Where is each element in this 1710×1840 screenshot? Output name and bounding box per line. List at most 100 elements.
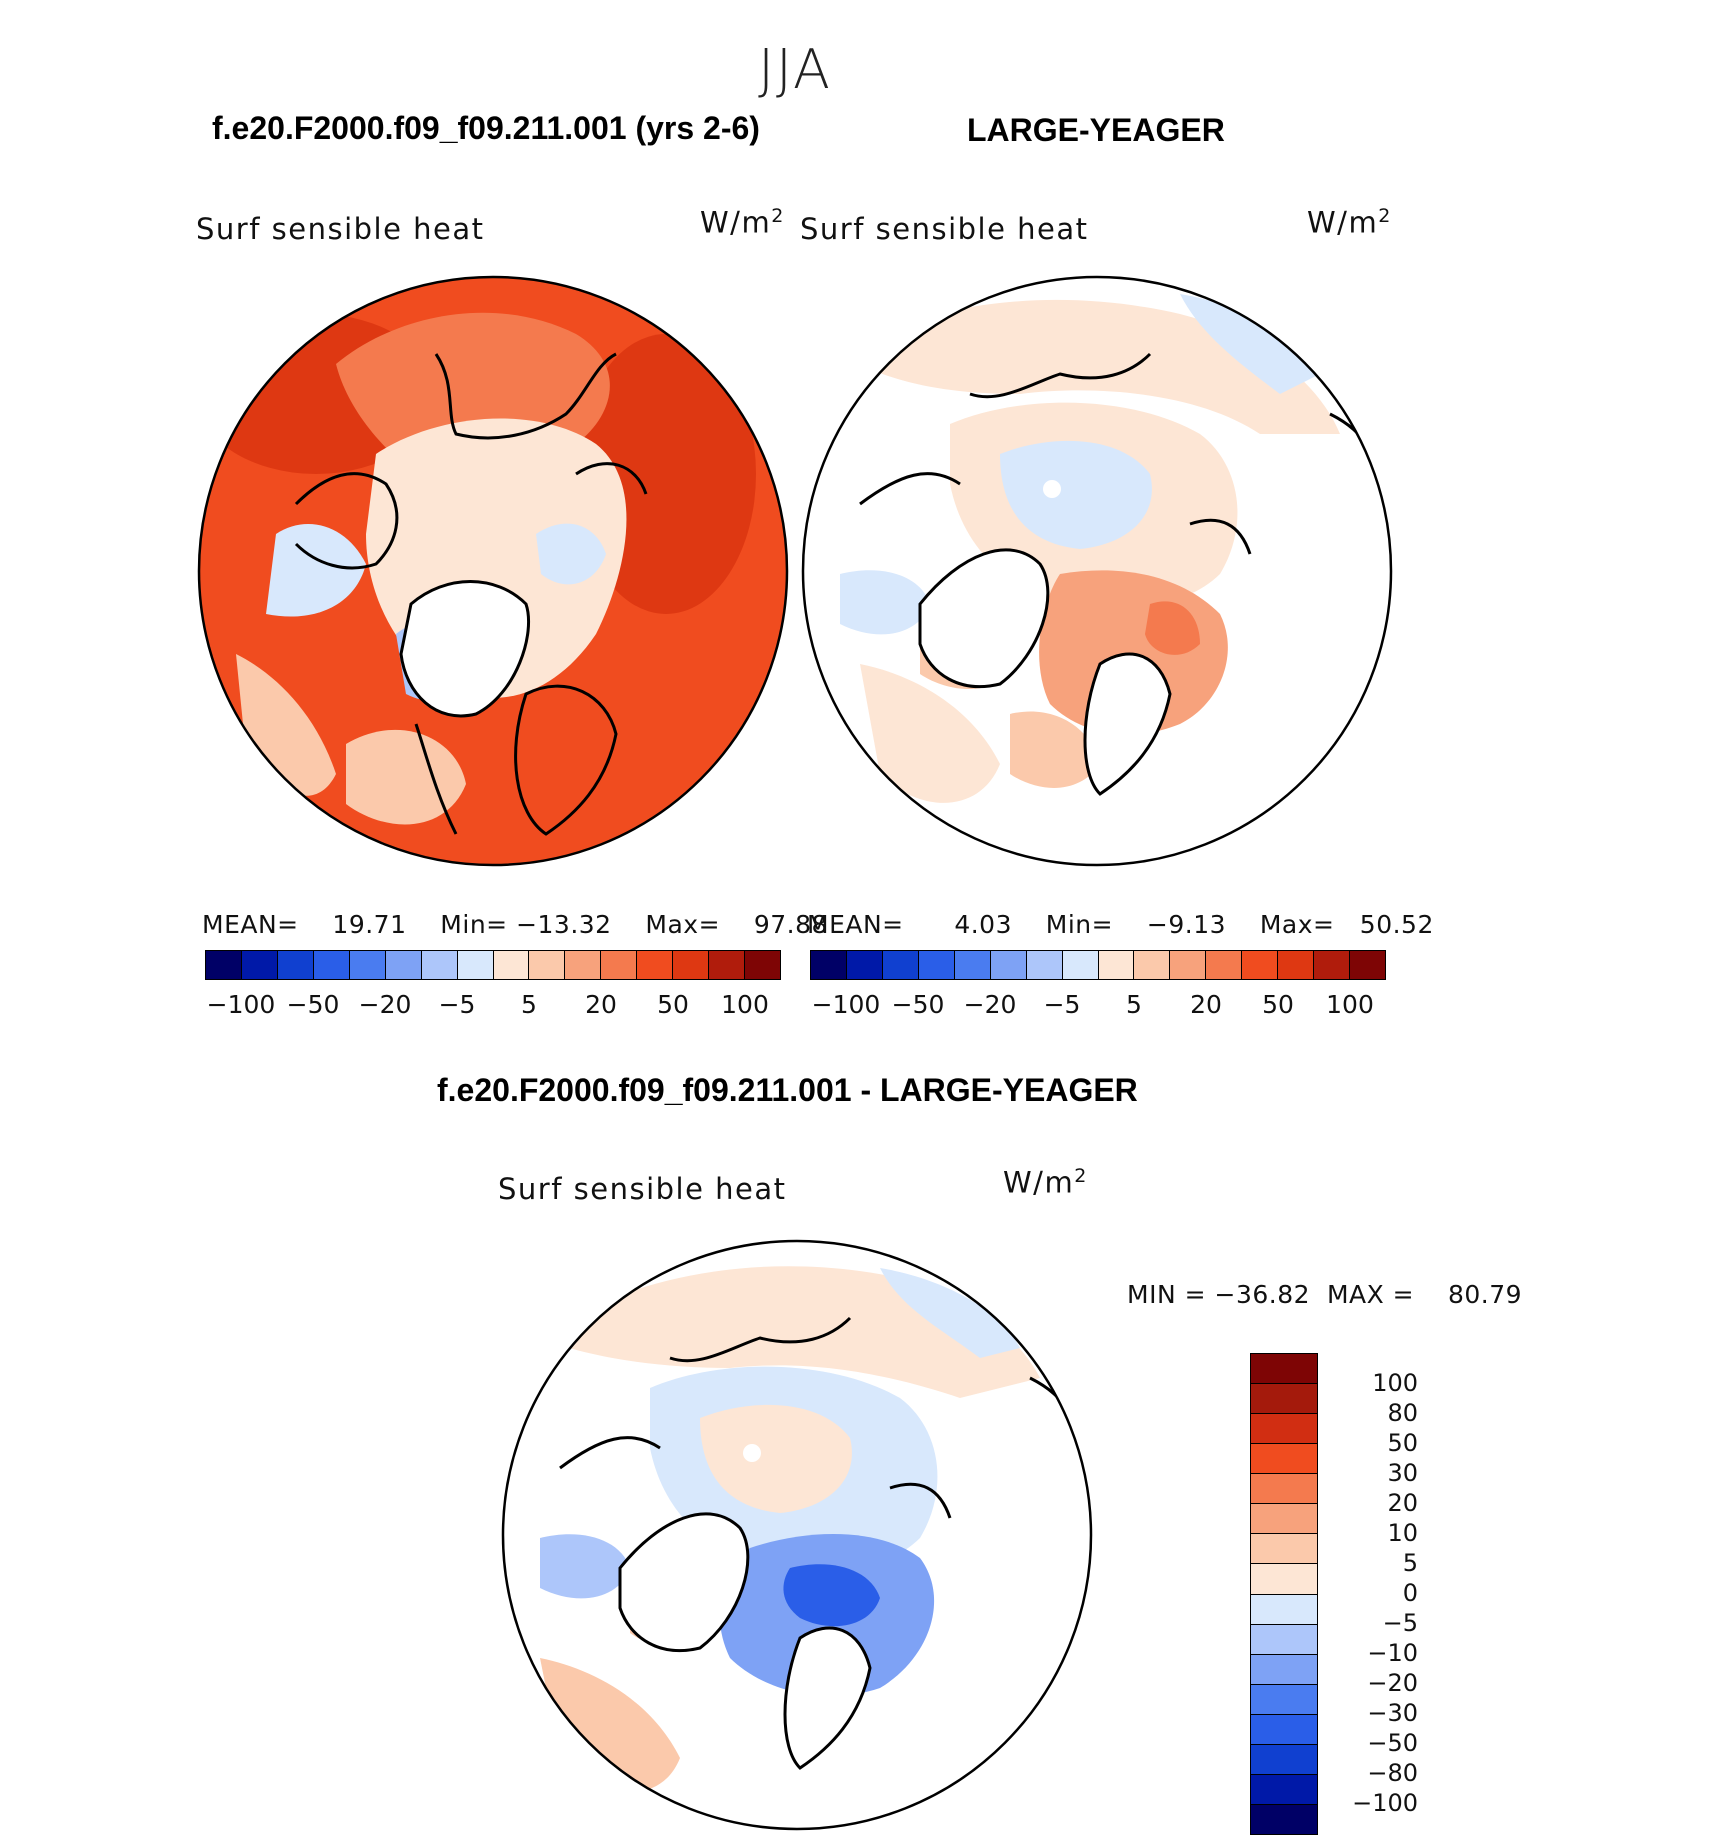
colorbar-swatch [1251,1414,1317,1445]
panel2-scandinavia-coastline [1083,652,1172,796]
colorbar-tick-label: −100 [1352,1789,1418,1817]
panel2-case-title: LARGE-YEAGER [967,112,1225,148]
colorbar-swatch [745,951,780,979]
colorbar-swatch [1206,951,1243,979]
colorbar-tick-label: −50 [891,990,945,1019]
panel1-siberian-shelf-cool [536,523,606,585]
colorbar-tick-label: 100 [1372,1369,1418,1397]
colorbar-tick-label: −5 [438,990,476,1019]
panel2-atlantic-light [860,664,1000,803]
panel2-bering-cool [1180,294,1320,394]
panel2-polar-map [801,275,1393,867]
colorbar-tick-label: 50 [657,990,689,1019]
colorbar-tick-label: −20 [358,990,412,1019]
colorbar-swatch [1314,951,1351,979]
colorbar-swatch [457,951,494,979]
colorbar-swatch [1251,1714,1317,1745]
panel3-greenland-coastline [618,1512,750,1653]
panel2-siberia-coastline [969,352,1152,399]
panel2-greenland-coastline [918,548,1050,689]
colorbar-tick-label: 5 [521,990,537,1019]
colorbar-swatch [206,951,242,979]
panel2-central-arctic-cool [1000,440,1152,549]
colorbar-swatch [1278,951,1315,979]
colorbar-tick-label: −100 [811,990,881,1019]
colorbar-swatch [637,951,674,979]
panel3-case-title: f.e20.F2000.f09_f09.211.001 - LARGE-YEAG… [437,1072,1138,1108]
panel3-scandinavia-coastline [783,1626,872,1770]
colorbar-swatch [241,951,278,979]
panel1-stats: MEAN= 19.71 Min= −13.32 Max= 97.88 [202,910,828,939]
panel3-novaya-zemlya-coastline [889,1482,952,1519]
colorbar-tick-label: −30 [1367,1699,1418,1727]
colorbar-swatch [529,951,566,979]
colorbar-swatch [565,951,602,979]
colorbar-tick-label: −10 [1367,1639,1418,1667]
panel3-map-border [501,1239,1093,1831]
colorbar-swatch [1251,1804,1317,1834]
colorbar-swatch [1098,951,1135,979]
panel2-atlantic-moderate [1010,711,1100,788]
panel1-hudson-bay-cool [266,524,366,617]
panel2-variable-label: Surf sensible heat [800,212,1089,246]
panel2-canada-archipelago-coastline [859,472,961,506]
colorbar-tick-label: −20 [1367,1669,1418,1697]
panel3-central-arctic-light [700,1404,852,1513]
colorbar-swatch [846,951,883,979]
panel2-hudson-cool [840,570,930,635]
panel3-units-label: W/m2 [1003,1165,1088,1200]
colorbar-tick-label: −20 [963,990,1017,1019]
panel3-bering-cool [880,1268,1020,1358]
colorbar-tick-label: 10 [1387,1519,1418,1547]
panel1-scandinavia-coastline [514,684,618,836]
colorbar-swatch [493,951,530,979]
colorbar-tick-label: 5 [1126,990,1142,1019]
colorbar-swatch [1062,951,1099,979]
colorbar-tick-label: −100 [206,990,276,1019]
colorbar-swatch [673,951,710,979]
colorbar-swatch [421,951,458,979]
colorbar-tick-label: 50 [1262,990,1294,1019]
colorbar-tick-label: 30 [1387,1459,1418,1487]
colorbar-swatch [918,951,955,979]
colorbar-swatch [1242,951,1279,979]
colorbar-swatch [277,951,314,979]
panel3-hudson-cool [540,1534,630,1599]
colorbar-swatch [954,951,991,979]
panel3-variable-label: Surf sensible heat [498,1172,787,1206]
panel2-map-border [801,275,1393,867]
colorbar-tick-label: 20 [1190,990,1222,1019]
colorbar-tick-label: 50 [1387,1429,1418,1457]
panel1-colorbar [205,950,781,980]
colorbar-swatch [811,951,847,979]
colorbar-tick-label: 100 [721,990,769,1019]
panel2-warm-core [1145,601,1200,655]
colorbar-swatch [385,951,422,979]
colorbar-swatch [1251,1504,1317,1535]
colorbar-swatch [882,951,919,979]
season-title: JJA [758,38,832,101]
panel2-units-label: W/m2 [1307,205,1392,240]
colorbar-swatch [1170,951,1207,979]
colorbar-swatch [1026,951,1063,979]
colorbar-swatch [1251,1654,1317,1685]
panel3-siberia-coastline [669,1316,852,1363]
colorbar-swatch [709,951,746,979]
colorbar-swatch [1251,1624,1317,1655]
panel2-colorbar [810,950,1386,980]
colorbar-swatch [1251,1744,1317,1775]
panel1-atlantic-light [346,729,466,825]
colorbar-swatch [990,951,1027,979]
colorbar-swatch [1251,1564,1317,1595]
panel1-units-label: W/m2 [700,205,785,240]
colorbar-tick-label: −5 [1043,990,1081,1019]
colorbar-tick-label: −50 [1367,1729,1418,1757]
colorbar-tick-label: −50 [286,990,340,1019]
colorbar-swatch [1350,951,1385,979]
colorbar-swatch [1251,1534,1317,1565]
colorbar-swatch [1251,1774,1317,1805]
colorbar-swatch [349,951,386,979]
colorbar-tick-label: −80 [1367,1759,1418,1787]
colorbar-swatch [313,951,350,979]
panel3-canada-archipelago-coastline [559,1436,661,1470]
